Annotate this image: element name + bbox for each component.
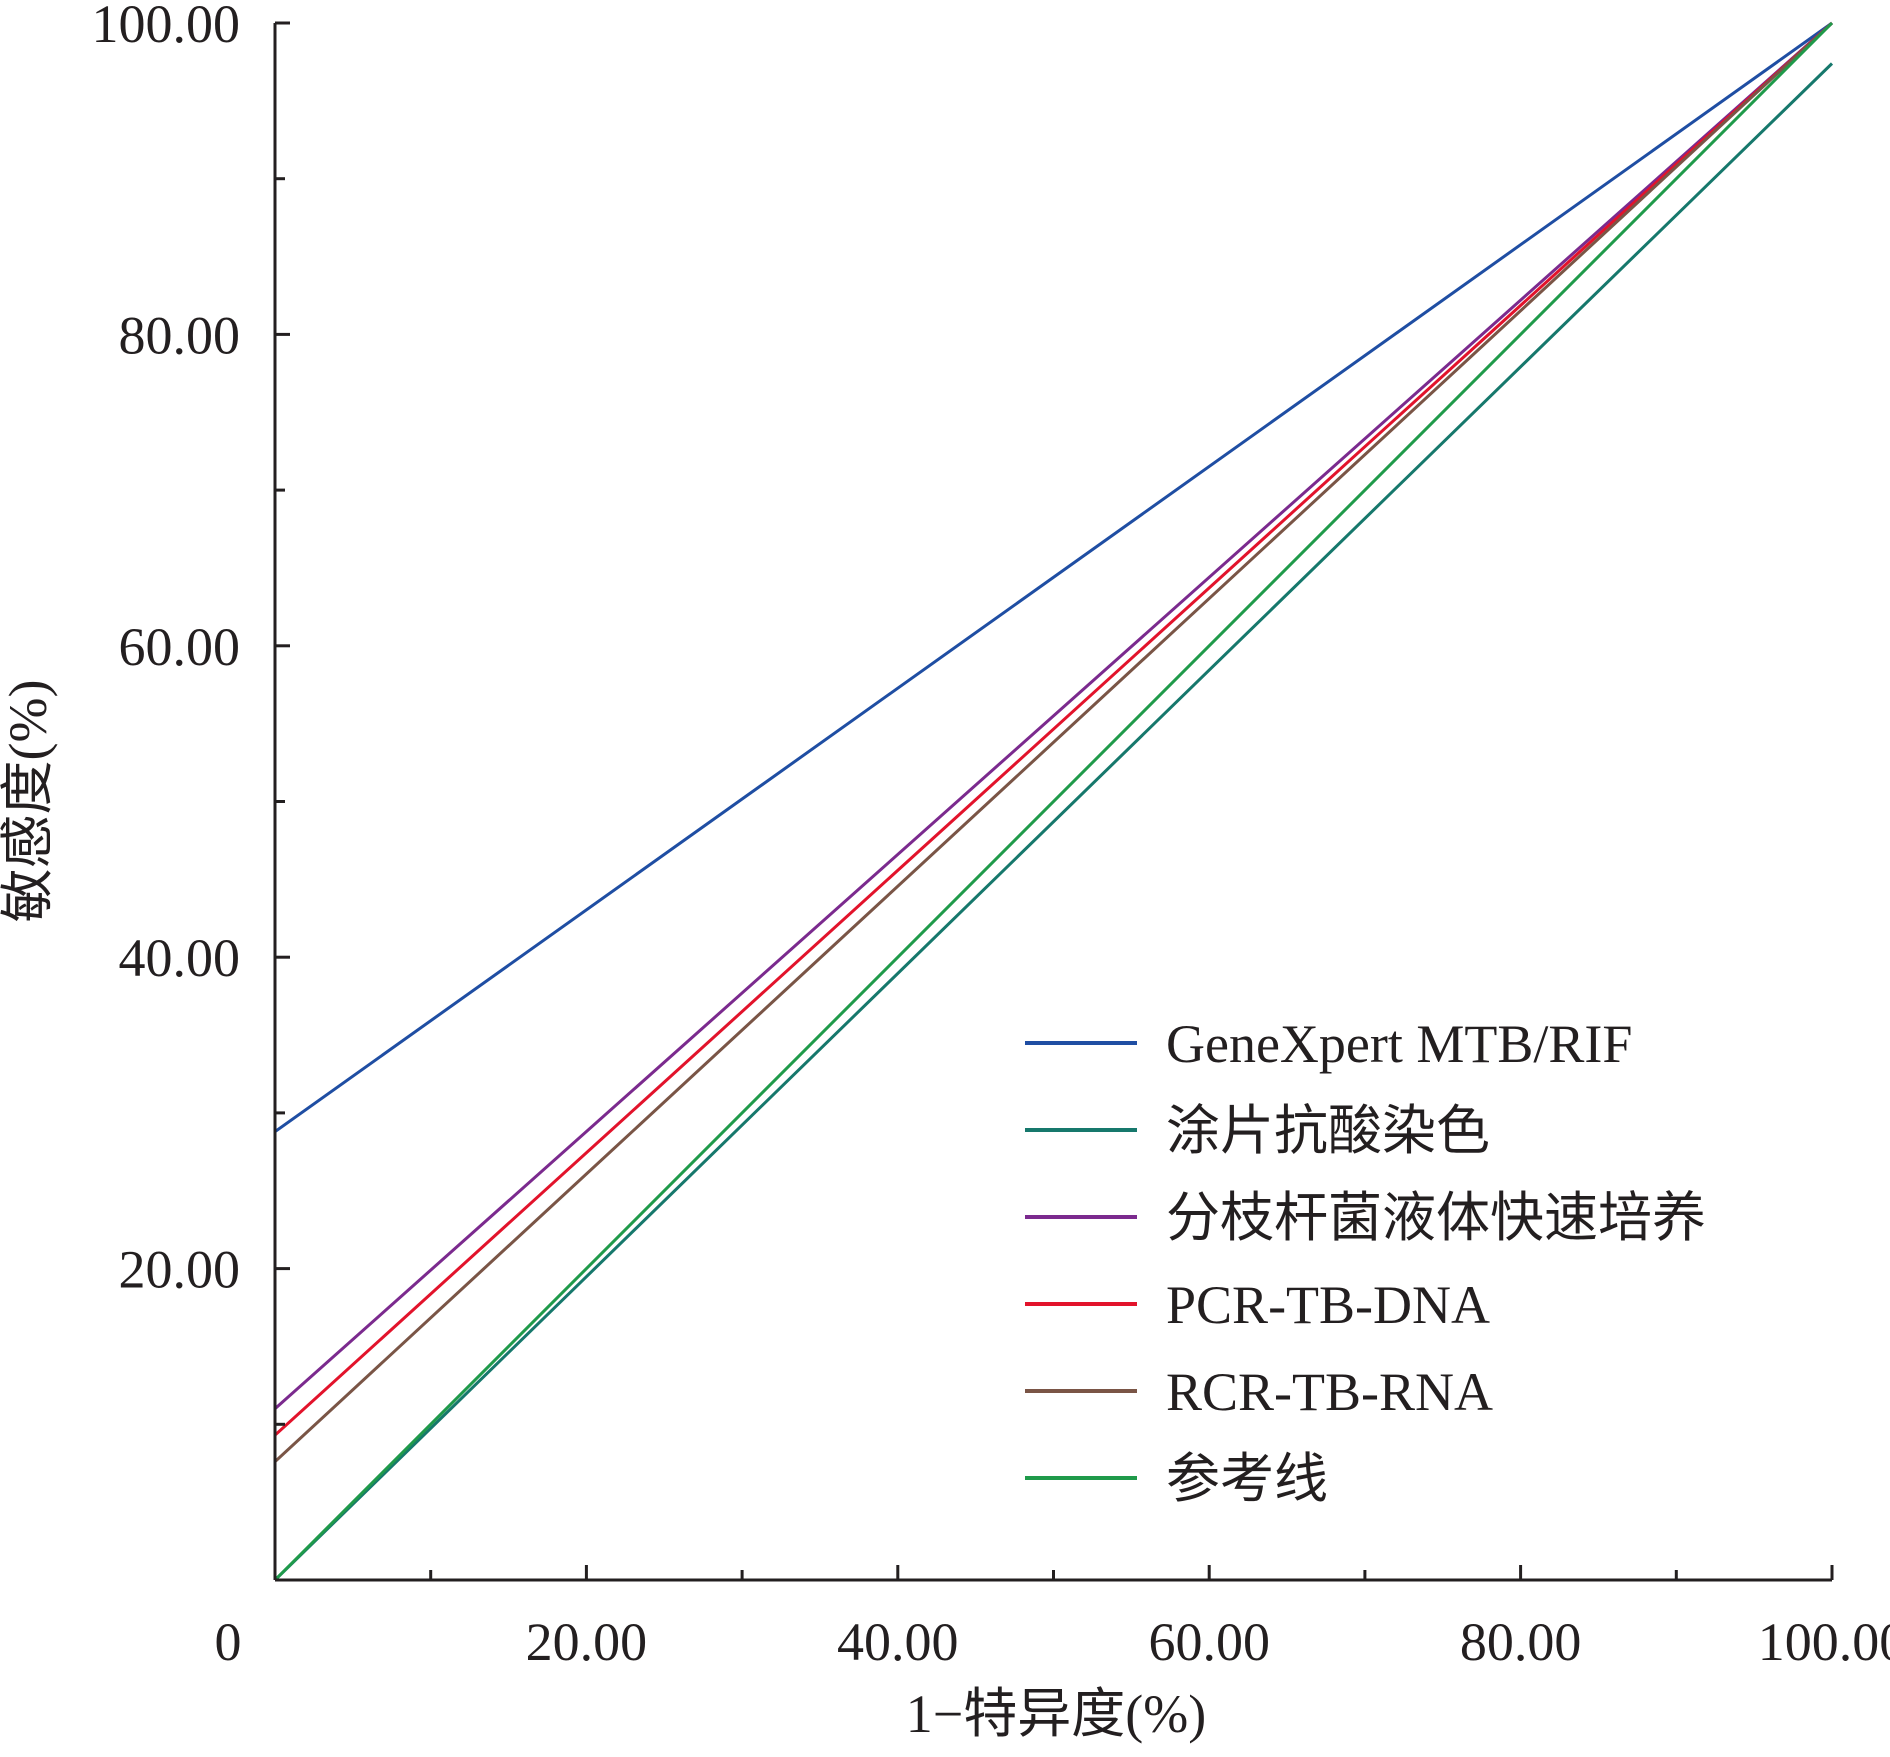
series-line-6 bbox=[273, 21, 1834, 1582]
x-tick-label: 60.00 bbox=[1148, 1612, 1270, 1672]
x-tick-label: 40.00 bbox=[837, 1612, 959, 1672]
legend-item: 分枝杆菌液体快速培养 bbox=[1025, 1188, 1706, 1248]
legend-label: GeneXpert MTB/RIF bbox=[1166, 1014, 1632, 1074]
legend-item: 参考线 bbox=[1025, 1449, 1328, 1509]
y-tick-label: 100.00 bbox=[92, 0, 241, 54]
series-layer bbox=[273, 21, 1834, 1582]
x-tick-label: 0 bbox=[215, 1612, 242, 1672]
legend-label: 参考线 bbox=[1166, 1449, 1328, 1509]
legend-item: 涂片抗酸染色 bbox=[1025, 1101, 1490, 1161]
legend-item: PCR-TB-DNA bbox=[1025, 1275, 1490, 1335]
legend-item: RCR-TB-RNA bbox=[1025, 1362, 1493, 1422]
y-axis-title: 敏感度(%) bbox=[0, 680, 58, 923]
y-tick-label: 40.00 bbox=[119, 928, 241, 988]
y-tick-label: 20.00 bbox=[119, 1240, 241, 1300]
legend-label: PCR-TB-DNA bbox=[1166, 1275, 1490, 1335]
legend-item: GeneXpert MTB/RIF bbox=[1025, 1014, 1632, 1074]
y-tick-label: 80.00 bbox=[119, 305, 241, 365]
legend-label: RCR-TB-RNA bbox=[1166, 1362, 1493, 1422]
legend-label: 分枝杆菌液体快速培养 bbox=[1166, 1188, 1706, 1248]
x-tick-label: 20.00 bbox=[526, 1612, 648, 1672]
y-tick-label: 60.00 bbox=[119, 617, 241, 677]
series-line-2 bbox=[273, 62, 1834, 1582]
legend-label: 涂片抗酸染色 bbox=[1166, 1101, 1490, 1161]
ticks-layer: 0 20.00 40.00 60.00 80.00 100.00 20.00 40.00 60.… bbox=[92, 0, 1890, 1672]
x-tick-label: 100.00 bbox=[1758, 1612, 1890, 1672]
x-axis-title: 1−特异度(%) bbox=[906, 1684, 1206, 1744]
x-tick-label: 80.00 bbox=[1460, 1612, 1582, 1672]
